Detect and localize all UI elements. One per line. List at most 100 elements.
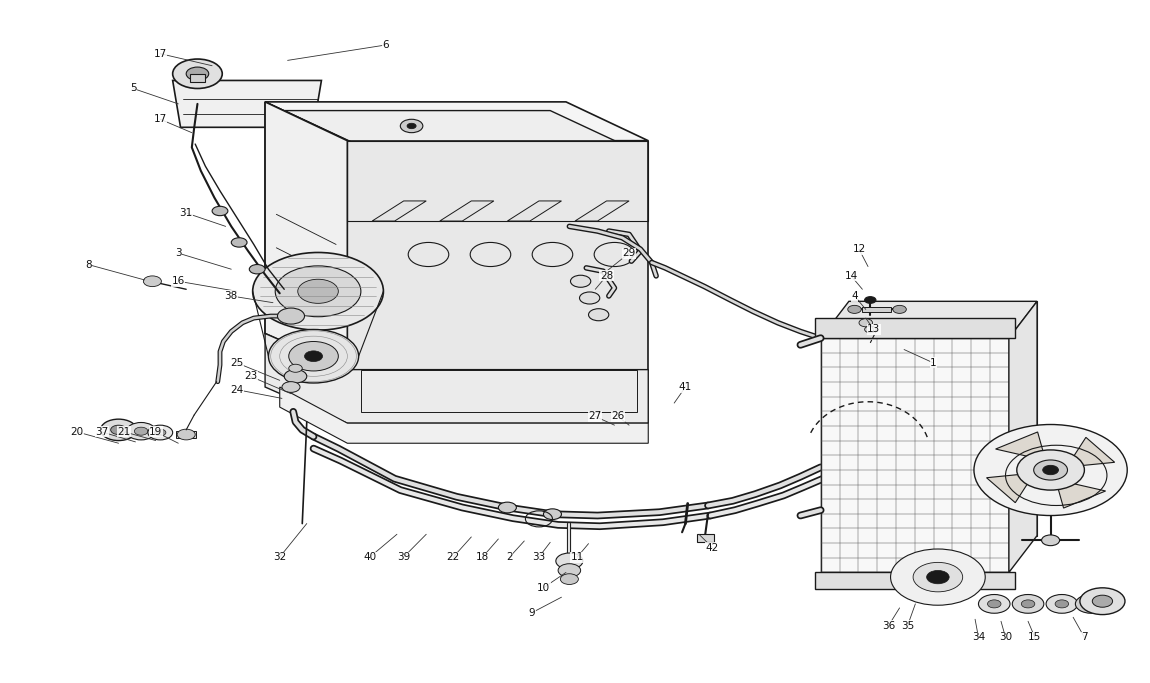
Polygon shape	[821, 301, 1037, 338]
Text: 14: 14	[844, 271, 858, 281]
Circle shape	[1084, 600, 1098, 608]
Circle shape	[282, 382, 300, 392]
Circle shape	[544, 509, 561, 520]
Circle shape	[1017, 450, 1084, 490]
Circle shape	[1075, 594, 1107, 613]
Text: 33: 33	[532, 552, 545, 562]
Circle shape	[275, 266, 361, 317]
Circle shape	[1092, 595, 1112, 607]
Text: 38: 38	[224, 291, 238, 301]
Text: 42: 42	[706, 543, 719, 553]
Text: 19: 19	[150, 427, 162, 437]
Text: 7: 7	[1081, 632, 1088, 642]
Circle shape	[974, 425, 1127, 516]
Polygon shape	[284, 111, 629, 148]
Text: 10: 10	[537, 583, 550, 593]
Circle shape	[470, 242, 511, 266]
Circle shape	[1034, 460, 1067, 480]
Circle shape	[859, 319, 873, 326]
Circle shape	[277, 308, 305, 324]
Text: 30: 30	[999, 632, 1012, 642]
Circle shape	[558, 563, 581, 577]
Polygon shape	[1009, 301, 1037, 572]
Polygon shape	[987, 473, 1035, 503]
Polygon shape	[849, 301, 1037, 535]
Bar	[190, 74, 206, 82]
Polygon shape	[279, 387, 649, 443]
Circle shape	[144, 276, 161, 287]
Text: 12: 12	[852, 244, 866, 254]
Text: 29: 29	[622, 248, 636, 258]
Circle shape	[595, 242, 635, 266]
Text: 2: 2	[506, 552, 513, 562]
Polygon shape	[373, 201, 427, 221]
Circle shape	[988, 600, 1000, 608]
Text: 22: 22	[446, 552, 460, 562]
Text: 15: 15	[1028, 632, 1042, 642]
Circle shape	[250, 264, 266, 274]
Text: 11: 11	[570, 552, 584, 562]
Polygon shape	[575, 201, 629, 221]
Circle shape	[1055, 600, 1068, 608]
Circle shape	[580, 292, 600, 304]
Text: 3: 3	[175, 248, 182, 258]
Circle shape	[865, 296, 876, 303]
Polygon shape	[266, 102, 347, 370]
Text: 8: 8	[85, 260, 92, 270]
Text: 9: 9	[529, 608, 536, 617]
Bar	[862, 307, 890, 312]
Text: 35: 35	[900, 621, 914, 631]
Circle shape	[927, 570, 949, 584]
Circle shape	[596, 395, 622, 411]
Circle shape	[892, 305, 906, 313]
Circle shape	[231, 238, 247, 247]
Polygon shape	[266, 102, 649, 141]
Circle shape	[979, 594, 1010, 613]
Circle shape	[555, 553, 583, 569]
Text: 16: 16	[171, 276, 185, 286]
Text: 37: 37	[95, 427, 108, 437]
Text: 39: 39	[397, 552, 411, 562]
Text: 41: 41	[678, 382, 692, 392]
Text: 27: 27	[589, 411, 601, 421]
Circle shape	[148, 425, 172, 440]
Circle shape	[126, 423, 155, 440]
Text: 24: 24	[230, 385, 244, 395]
Circle shape	[570, 275, 591, 288]
Circle shape	[1080, 588, 1125, 615]
Circle shape	[890, 549, 986, 605]
Text: 34: 34	[972, 632, 986, 642]
Circle shape	[589, 309, 608, 321]
Circle shape	[135, 427, 148, 435]
Circle shape	[408, 242, 449, 266]
Text: 23: 23	[244, 372, 258, 381]
Text: 4: 4	[851, 291, 858, 301]
Bar	[697, 534, 714, 542]
Circle shape	[1021, 600, 1035, 608]
Circle shape	[268, 329, 359, 383]
Circle shape	[618, 396, 641, 410]
Polygon shape	[439, 201, 493, 221]
Polygon shape	[507, 201, 561, 221]
Circle shape	[172, 59, 222, 89]
Text: 17: 17	[154, 114, 167, 124]
Text: 5: 5	[130, 83, 137, 94]
Text: 31: 31	[179, 208, 193, 218]
Text: 25: 25	[230, 358, 244, 368]
Circle shape	[1012, 594, 1044, 613]
Circle shape	[400, 120, 423, 133]
Text: 21: 21	[117, 427, 131, 437]
Bar	[176, 431, 197, 438]
Circle shape	[284, 370, 307, 383]
Text: 17: 17	[154, 48, 167, 59]
Circle shape	[289, 342, 338, 371]
Polygon shape	[821, 338, 1009, 572]
Polygon shape	[815, 572, 1014, 589]
Circle shape	[110, 425, 126, 434]
Text: 36: 36	[882, 621, 895, 631]
Polygon shape	[815, 318, 1014, 338]
Text: 20: 20	[70, 427, 84, 437]
Circle shape	[1046, 594, 1078, 613]
Polygon shape	[1056, 479, 1105, 508]
Polygon shape	[1067, 437, 1114, 467]
